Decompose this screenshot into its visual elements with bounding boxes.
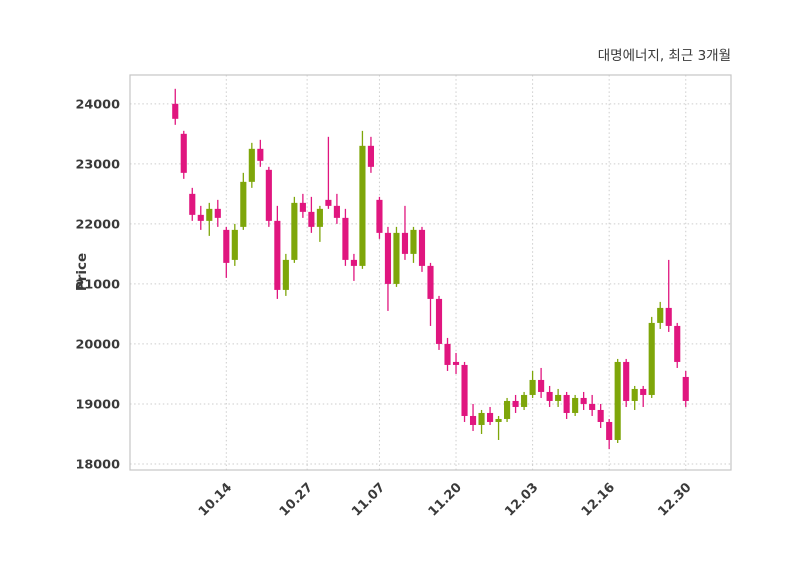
candle-body-up — [648, 322, 655, 395]
candle-body-down — [563, 394, 570, 413]
x-tick-label: 10.27 — [277, 480, 316, 519]
candle-body-up — [410, 229, 417, 254]
x-tick-label: 12.30 — [655, 480, 694, 519]
y-tick-label: 21000 — [75, 277, 120, 292]
candle-body-down — [546, 391, 553, 401]
candle-body-up — [248, 148, 255, 182]
candle-body-down — [469, 415, 477, 425]
candle-body-down — [342, 217, 349, 260]
candle-body-up — [282, 259, 289, 290]
y-tick-label: 18000 — [75, 457, 120, 472]
candle-body-down — [665, 307, 672, 326]
y-tick-label: 19000 — [75, 397, 120, 412]
candle-body-down — [512, 400, 519, 407]
candle-body-down — [435, 298, 443, 344]
candle-body-up — [316, 208, 323, 227]
candle-body-up — [240, 181, 247, 227]
candle-body-up — [231, 229, 238, 260]
x-tick-label: 12.03 — [502, 480, 541, 519]
candle-body-up — [555, 394, 562, 401]
candle-body-down — [384, 232, 392, 284]
candle-body-down — [589, 403, 596, 410]
candle-body-down — [452, 361, 460, 365]
candle-body-down — [674, 325, 681, 362]
candle-body-down — [606, 421, 613, 440]
candle-body-down — [197, 214, 204, 221]
candle-body-up — [572, 397, 579, 413]
candle-body-up — [631, 388, 638, 401]
candle-body-down — [580, 397, 587, 404]
candle-body-down — [418, 229, 426, 266]
candle-body-up — [495, 418, 502, 422]
chart-title: 대명에너지, 최근 3개월 — [597, 48, 731, 64]
candle-body-up — [206, 208, 213, 221]
y-axis-label: Price — [74, 252, 90, 292]
candle-body-down — [640, 388, 647, 395]
x-tick-label: 10.14 — [196, 480, 235, 519]
candle-body-up — [529, 379, 536, 395]
candle-body-up — [521, 394, 528, 407]
y-tick-label: 20000 — [75, 337, 120, 352]
candle-body-up — [657, 307, 664, 323]
candle-body-down — [214, 208, 221, 218]
candle-body-down — [444, 343, 451, 365]
candle-body-down — [401, 232, 409, 254]
candle-body-up — [504, 400, 511, 419]
x-tick-label: 11.20 — [426, 480, 465, 519]
candle-body-down — [180, 133, 187, 173]
candle-body-down — [623, 361, 630, 401]
candle-body-down — [367, 145, 375, 167]
candle-body-up — [393, 232, 400, 284]
plot-border — [129, 74, 732, 471]
candle-body-down — [538, 379, 545, 392]
candle-body-down — [461, 364, 468, 416]
candle-body-down — [427, 265, 434, 299]
candle-body-down — [274, 220, 281, 290]
candle-body-down — [597, 409, 604, 422]
candle-body-down — [265, 169, 272, 221]
candle-body-up — [291, 202, 298, 260]
y-tick-label: 22000 — [75, 217, 120, 232]
x-tick-label: 11.07 — [349, 480, 388, 519]
candle-body-down — [299, 202, 306, 212]
candle-body-down — [257, 148, 264, 161]
candle-body-down — [486, 412, 494, 422]
candle-body-down — [325, 199, 332, 206]
candle-body-down — [350, 259, 357, 266]
candle-body-up — [359, 145, 366, 266]
candle-body-down — [376, 199, 383, 233]
candle-body-down — [333, 205, 340, 218]
y-tick-label: 24000 — [75, 97, 120, 112]
candle-body-down — [223, 229, 230, 263]
x-tick-label: 12.16 — [579, 480, 618, 519]
y-tick-label: 23000 — [75, 157, 120, 172]
candle-body-down — [308, 211, 315, 227]
candle-body-up — [614, 361, 621, 440]
candle-body-down — [172, 103, 179, 119]
candle-body-down — [189, 193, 196, 215]
candle-body-up — [478, 412, 485, 425]
candle-body-down — [682, 376, 689, 401]
